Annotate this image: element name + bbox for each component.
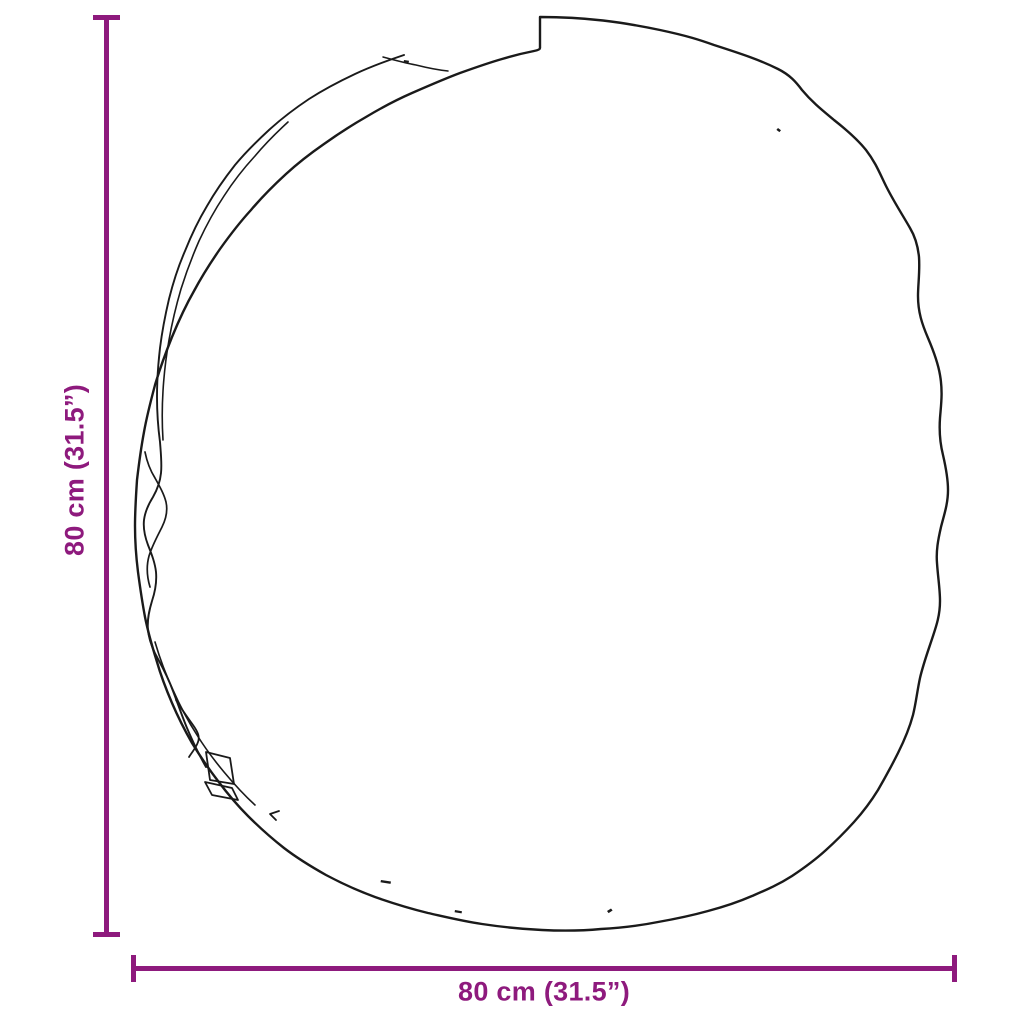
mirror-speck-2 <box>454 910 462 914</box>
mirror-facet-detail-3 <box>204 781 239 801</box>
width-dimension-label: 80 cm (31.5”) <box>458 976 630 1007</box>
height-dimension-line-group <box>93 15 120 937</box>
mirror-hairline-top <box>382 56 449 72</box>
width-dimension-line-group <box>131 955 957 982</box>
mirror-inner-edge-left <box>142 54 405 768</box>
mirror-tick-arrow <box>269 810 280 821</box>
mirror-speck-4 <box>403 60 409 63</box>
mirror-left-crease <box>144 451 168 588</box>
mirror-speck-1 <box>380 880 391 884</box>
mirror-outer-edge <box>133 15 950 932</box>
height-dimension-label: 80 cm (31.5”) <box>59 384 90 556</box>
mirror-speck-5 <box>776 128 781 133</box>
mirror-speck-3 <box>607 908 613 914</box>
mirror-outline-group <box>133 15 950 932</box>
mirror-outer-sliver-lower-left <box>154 641 256 806</box>
mirror-outer-sliver-upper-left <box>161 121 289 441</box>
